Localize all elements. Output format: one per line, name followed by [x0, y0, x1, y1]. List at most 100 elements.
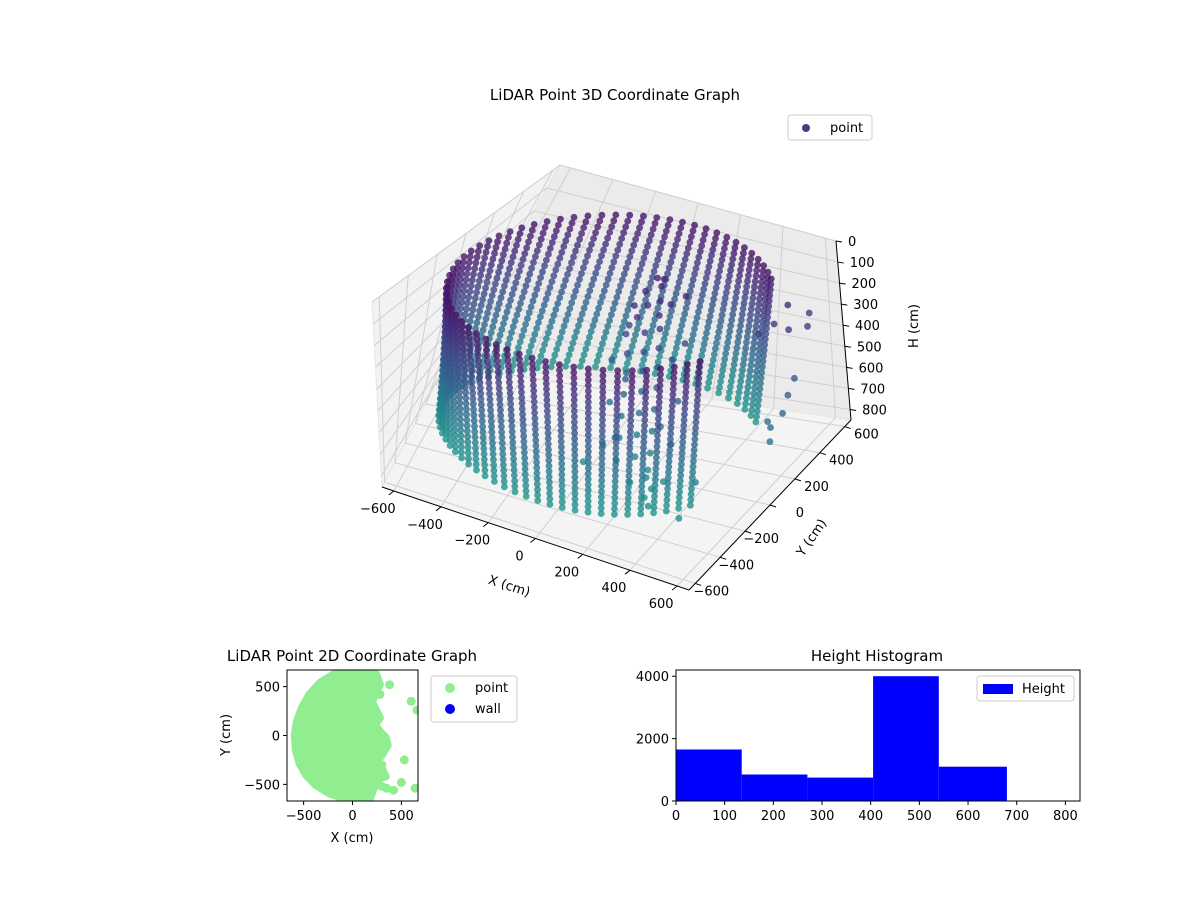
- chart-3d-htick-mark: [839, 282, 846, 285]
- chart-2d-point: [410, 783, 418, 793]
- histogram-bar: [938, 766, 1007, 801]
- chart-3d-point: [516, 230, 524, 238]
- chart-3d-point: [522, 487, 530, 495]
- chart-3d-point: [584, 393, 592, 400]
- chart-3d-point: [451, 426, 459, 433]
- chart-3d-point: [625, 483, 632, 491]
- chart-3d-point: [453, 339, 461, 346]
- chart-3d-point: [691, 435, 699, 443]
- chart-3d-point: [535, 319, 542, 326]
- chart-3d-point: [584, 404, 592, 411]
- chart-3d-point: [763, 319, 771, 327]
- chart-3d-point: [570, 369, 578, 376]
- chart-3d-point: [670, 369, 678, 376]
- chart-3d-grid-y: [394, 275, 721, 558]
- chart-3d-point: [490, 461, 498, 469]
- chart-3d-point: [566, 225, 574, 233]
- chart-3d-point: [717, 262, 725, 269]
- chart-3d-point: [597, 504, 605, 512]
- chart-3d-point: [487, 417, 495, 425]
- chart-3d-point: [532, 442, 540, 450]
- chart-3d-point: [540, 301, 548, 309]
- chart-3d-point: [648, 427, 656, 435]
- chart-3d-point: [531, 409, 538, 417]
- chart-3d-point: [547, 363, 555, 371]
- chart-3d-point: [653, 437, 661, 445]
- chart-3d-point: [686, 238, 694, 246]
- histogram-bar: [741, 774, 808, 801]
- chart-3d-point: [470, 270, 477, 278]
- chart-3d-point: [512, 279, 520, 287]
- chart-3d-point: [480, 456, 488, 463]
- chart-3d-point: [461, 311, 469, 318]
- chart-3d-point: [527, 232, 534, 240]
- chart-3d-point: [656, 353, 663, 360]
- chart-3d-point: [611, 500, 619, 507]
- chart-3d-point: [496, 390, 503, 398]
- chart-3d-point: [642, 287, 649, 295]
- chart-3d-point: [533, 480, 541, 488]
- chart-3d-point: [723, 233, 731, 241]
- chart-3d-point: [541, 341, 548, 348]
- chart-3d-point: [450, 371, 458, 378]
- chart-3d-point: [685, 348, 693, 355]
- chart-3d-point: [695, 308, 702, 316]
- chart-3d-point: [533, 458, 540, 466]
- chart-3d-point: [627, 417, 635, 425]
- chart-3d-point: [450, 387, 458, 395]
- chart-3d-point: [507, 395, 514, 403]
- chart-3d-point: [598, 466, 606, 473]
- chart-3d-point: [749, 294, 757, 302]
- chart-3d-point: [641, 411, 649, 418]
- chart-3d-point: [465, 259, 473, 266]
- chart-3d-point: [454, 350, 462, 357]
- chart-3d-point: [521, 250, 529, 257]
- chart-3d-point: [613, 411, 621, 419]
- chart-3d-xtick-mark: [577, 553, 584, 559]
- chart-3d-point: [570, 407, 578, 415]
- chart-3d-point: [473, 289, 480, 296]
- chart-3d-point: [508, 291, 516, 298]
- chart-3d-point: [624, 505, 632, 513]
- chart-3d-point: [458, 299, 466, 306]
- chart-3d-point: [494, 368, 502, 376]
- chart-3d-point: [488, 292, 496, 299]
- chart-3d-point: [464, 433, 471, 440]
- chart-3d-point: [525, 348, 533, 356]
- chart-3d-point: [571, 435, 578, 443]
- chart-3d-point: [464, 444, 472, 451]
- histogram-xtick-label: 700: [1004, 809, 1029, 824]
- chart-3d-point: [739, 361, 747, 368]
- chart-3d-point: [674, 338, 681, 346]
- chart-3d-point: [484, 242, 491, 250]
- chart-3d-point: [502, 276, 510, 284]
- chart-3d-point: [520, 438, 528, 446]
- chart-2d-legend-wall-label: wall: [475, 702, 501, 717]
- chart-3d-point: [625, 472, 633, 480]
- chart-3d-point: [479, 260, 487, 267]
- histogram-legend: Height: [976, 675, 1075, 702]
- chart-3d-point: [746, 372, 753, 380]
- chart-3d-point: [598, 449, 606, 457]
- chart-3d-point: [548, 239, 556, 246]
- chart-3d-grid-h: [371, 164, 837, 303]
- chart-3d-ytick-mark: [719, 556, 727, 560]
- chart-3d-point: [681, 405, 689, 413]
- chart-3d-point: [746, 261, 754, 268]
- chart-3d-point: [544, 329, 552, 337]
- chart-3d-point: [458, 328, 466, 336]
- chart-3d-point: [584, 470, 592, 478]
- chart-3d-point: [655, 344, 663, 352]
- chart-3d-point: [501, 282, 508, 290]
- chart-3d-point: [584, 453, 592, 461]
- chart-3d-point: [613, 406, 621, 413]
- chart-3d-point: [508, 417, 515, 424]
- chart-3d-point: [490, 467, 498, 474]
- chart-3d-point: [558, 471, 566, 478]
- chart-3d-point: [642, 394, 649, 402]
- chart-3d-point: [565, 351, 573, 359]
- chart-3d-point: [678, 460, 685, 468]
- chart-3d-point: [755, 330, 763, 338]
- chart-3d-point: [457, 427, 465, 434]
- chart-3d-point: [715, 273, 722, 281]
